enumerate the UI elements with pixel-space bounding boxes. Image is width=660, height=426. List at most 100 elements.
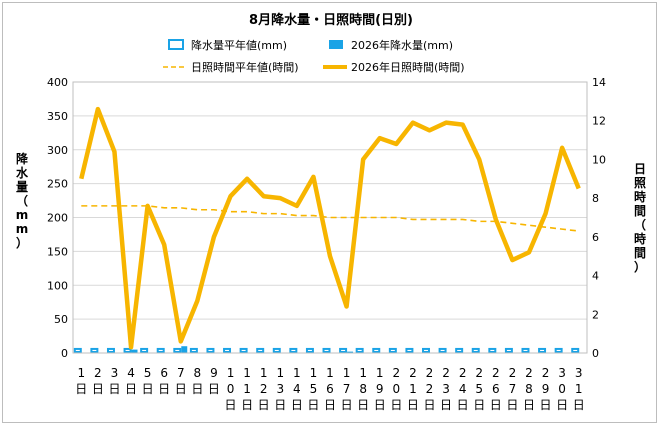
axes: 05010015020025030035040002468101214降水量（m… [16,76,646,412]
legend-label: 2026年日照時間(時間) [351,60,465,74]
x-tick-label-char: 2 [442,366,450,380]
bar-normal-precip [471,347,480,353]
x-tick-label-char: 1 [343,366,351,380]
y-left-tick-label: 0 [61,347,68,360]
bar-normal-precip [206,347,215,353]
x-tick-label-char: 日 [506,398,518,412]
x-tick-label-char: 日 [423,398,435,412]
x-tick-label-char: 1 [243,366,251,380]
x-tick-label-char: 日 [158,382,170,396]
bar-normal-precip [355,347,364,353]
y-left-tick-label: 250 [47,178,68,191]
y-right-tick-label: 2 [592,308,599,321]
x-tick-label-char: 日 [225,398,237,412]
y-left-tick-label: 50 [54,313,68,326]
legend-label: 日照時間平年値(時間) [191,60,299,74]
x-tick-label-char: 日 [357,398,369,412]
bar-normal-precip [372,347,381,353]
x-tick-label-char: 日 [175,382,187,396]
x-tick-label-char: 6 [326,382,334,396]
x-tick-label-char: 0 [227,382,235,396]
x-tick-label-char: 5 [475,382,483,396]
y-right-axis-label-char: 時 [634,231,646,246]
x-tick-label-char: 日 [573,398,585,412]
y-left-axis-label-char: （ [16,193,28,208]
x-tick-label-char: 5 [144,366,152,380]
bar-normal-precip [554,347,563,353]
bar-normal-precip [90,347,99,353]
x-tick-label-char: 2 [393,366,401,380]
x-tick-label-char: 日 [523,398,535,412]
bar-normal-precip [256,347,265,353]
legend-swatch-normal-precip [168,39,184,50]
y-left-axis-label-char: ） [16,235,28,250]
x-tick-label-char: 日 [556,398,568,412]
x-tick-label-char: 1 [293,366,301,380]
y-right-axis-label-char: （ [634,217,646,232]
y-left-axis-label-char: 量 [16,180,28,194]
x-tick-label-char: 日 [125,382,137,396]
x-tick-label-char: 2 [459,366,467,380]
x-tick-label-char: 0 [558,382,566,396]
bar-2026-precip [131,349,138,353]
x-tick-label-char: 日 [258,398,270,412]
x-tick-label-char: 6 [492,382,500,396]
bar-normal-precip [140,347,149,353]
x-tick-label-char: 2 [492,366,500,380]
bar-normal-precip [289,347,298,353]
y-right-tick-label: 14 [592,76,606,89]
line-series [79,106,581,350]
x-tick-label-char: 4 [459,382,467,396]
x-tick-label-char: 日 [390,398,402,412]
bar-normal-precip [272,347,281,353]
y-left-tick-label: 200 [47,212,68,225]
x-tick-label-char: 日 [241,398,253,412]
x-tick-label-char: 1 [409,382,417,396]
y-right-tick-label: 4 [592,270,599,283]
x-tick-label-char: 8 [194,366,202,380]
x-tick-label-char: 1 [243,382,251,396]
bar-series [73,346,580,353]
x-tick-label-char: 0 [393,382,401,396]
x-tick-label-char: 2 [475,366,483,380]
bar-normal-precip [455,347,464,353]
x-tick-label-char: 9 [210,366,218,380]
x-tick-label-char: 日 [490,398,502,412]
x-tick-label-char: 日 [540,398,552,412]
y-right-axis-label-char: 日 [634,162,646,176]
x-tick-label-char: 7 [509,382,517,396]
x-tick-label-char: 1 [310,366,318,380]
y-right-tick-label: 10 [592,153,606,166]
bar-normal-precip [538,347,547,353]
x-tick-label-char: 2 [94,366,102,380]
x-tick-label-char: 日 [108,382,120,396]
x-tick-label-char: 日 [457,398,469,412]
x-tick-label-char: 2 [509,366,517,380]
y-right-axis-label-char: 時 [634,189,646,204]
chart-title: 8月降水量・日照時間(日別) [249,12,413,28]
y-right-axis-label-char: ） [634,259,646,274]
x-tick-label-char: 日 [374,398,386,412]
x-tick-label-char: 1 [276,366,284,380]
y-left-tick-label: 150 [47,245,68,258]
bar-normal-precip [189,347,198,353]
bar-normal-precip [173,347,182,353]
x-tick-label-char: 4 [127,366,135,380]
bar-normal-precip [156,347,165,353]
x-tick-label-char: 3 [442,382,450,396]
bar-normal-precip [504,347,513,353]
legend: 降水量平年値(mm) 2026年降水量(mm) 日照時間平年値(時間) 2026年日照… [163,38,465,74]
x-tick-label-char: 日 [142,382,154,396]
x-tick-label-char: 3 [575,366,583,380]
x-tick-label-char: 2 [542,366,550,380]
x-tick-label-char: 3 [558,366,566,380]
y-left-axis-label-char: 水 [16,165,29,180]
bar-normal-precip [305,347,314,353]
bar-normal-precip [322,347,331,353]
bar-2026-precip [347,351,354,353]
x-tick-label-char: 日 [92,382,104,396]
y-right-axis-label-char: 間 [634,246,646,260]
chart-svg: 8月降水量・日照時間(日別) 降水量平年値(mm) 2026年降水量(mm)日照時… [16,12,646,412]
x-tick-label-char: 3 [111,366,119,380]
